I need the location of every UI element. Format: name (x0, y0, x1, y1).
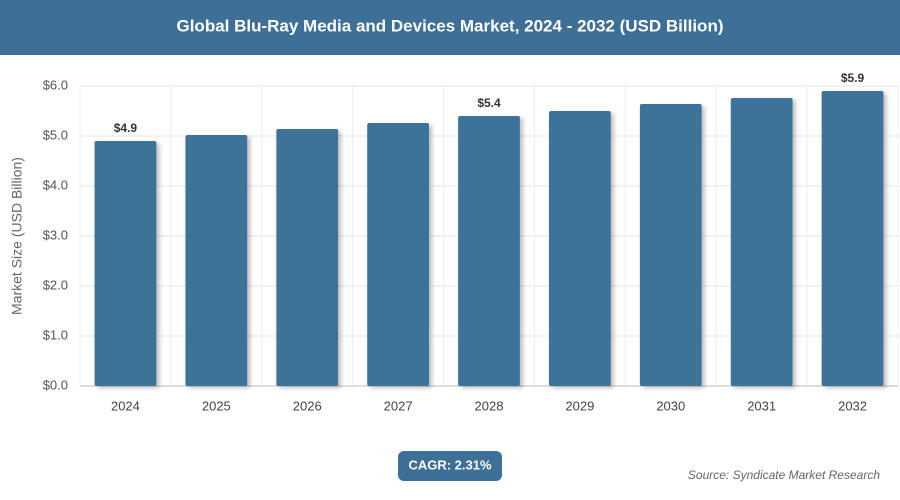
y-tick-label: $1.0 (43, 327, 68, 342)
x-tick-label: 2031 (747, 398, 776, 413)
value-label: $4.9 (114, 121, 138, 135)
header-bar (0, 0, 900, 55)
bar (185, 135, 248, 386)
bar (548, 111, 611, 386)
value-label: $5.4 (477, 96, 501, 110)
y-tick-label: $3.0 (43, 227, 68, 242)
x-tick-label: 2027 (384, 398, 413, 413)
x-tick-label: 2032 (838, 398, 867, 413)
y-tick-label: $4.0 (43, 177, 68, 192)
y-tick-label: $0.0 (43, 377, 68, 392)
bar (639, 104, 702, 386)
chart-title: Global Blu-Ray Media and Devices Market,… (176, 16, 723, 35)
bar (276, 129, 339, 386)
bar (367, 123, 430, 386)
source-text: Source: Syndicate Market Research (688, 468, 880, 482)
value-label: $5.9 (841, 71, 865, 85)
x-tick-label: 2030 (656, 398, 685, 413)
x-tick-label: 2025 (202, 398, 231, 413)
y-axis-label: Market Size (USD Billion) (9, 157, 25, 315)
bar (730, 98, 793, 386)
x-tick-label: 2026 (293, 398, 322, 413)
y-tick-label: $6.0 (43, 77, 68, 92)
x-tick-label: 2029 (565, 398, 594, 413)
y-tick-label: $2.0 (43, 277, 68, 292)
bar (94, 141, 157, 386)
cagr-badge (398, 451, 502, 481)
x-tick-label: 2024 (111, 398, 140, 413)
x-tick-label: 2028 (475, 398, 504, 413)
cagr-text: CAGR: 2.31% (408, 457, 492, 472)
bar (458, 116, 520, 386)
bar (821, 91, 884, 386)
y-tick-label: $5.0 (43, 127, 68, 142)
